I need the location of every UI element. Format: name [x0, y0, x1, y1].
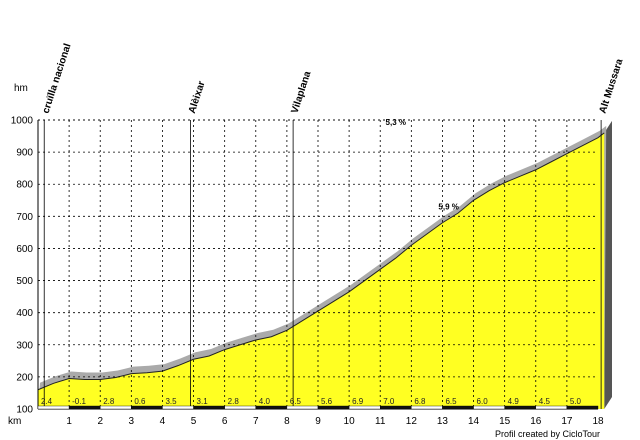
- km-segment-bar: [286, 405, 319, 410]
- km-segment-bar: [504, 405, 536, 410]
- x-tick-label: 15: [499, 416, 511, 427]
- y-tick-label: 600: [16, 244, 33, 255]
- x-tick-label: 2: [97, 416, 103, 427]
- x-tick-label: 10: [344, 416, 356, 427]
- km-segment-bar: [348, 405, 381, 410]
- place-name-label: Alèixar: [187, 80, 208, 115]
- km-gradient-label: 3.5: [165, 397, 177, 406]
- place-name-label: Vilaplana: [290, 70, 314, 115]
- y-unit-label: hm: [14, 83, 28, 94]
- km-gradient-label: 6.5: [445, 397, 457, 406]
- profile-line: [37, 132, 605, 391]
- credit-text: Profil created by CicloTour: [495, 429, 600, 439]
- y-tick-label: 1000: [11, 116, 34, 127]
- y-tick-label: 800: [16, 180, 33, 191]
- place-name-label: cruïlla nacional: [41, 42, 74, 115]
- km-segment-bar: [100, 405, 132, 410]
- x-tick-label: 12: [406, 416, 418, 427]
- km-segment-bar: [68, 405, 101, 410]
- x-tick-label: 8: [284, 416, 290, 427]
- km-gradient-label: 7.0: [383, 397, 395, 406]
- x-tick-label: 18: [592, 416, 604, 427]
- km-gradient-label: 0.6: [134, 397, 146, 406]
- y-tick-label: 900: [16, 148, 33, 159]
- x-tick-label: 7: [253, 416, 259, 427]
- profile-side-wall-face: [604, 120, 612, 409]
- x-tick-label: 4: [160, 416, 166, 427]
- x-tick-label: 6: [222, 416, 228, 427]
- slope-annotation: 5,9 %: [438, 202, 458, 211]
- x-tick-label: 16: [530, 416, 542, 427]
- km-gradient-label: 6.8: [414, 397, 426, 406]
- y-tick-label: 500: [16, 276, 33, 287]
- km-segment-bar: [535, 405, 568, 410]
- km-segment-bar: [131, 405, 163, 410]
- km-gradient-label: 4.9: [508, 397, 520, 406]
- y-tick-label: 700: [16, 212, 33, 223]
- x-tick-label: 13: [437, 416, 449, 427]
- km-gradient-label: -0.1: [72, 397, 86, 406]
- km-gradient-label: 6.0: [477, 397, 489, 406]
- km-segment-bar: [380, 405, 412, 410]
- km-segment-bar: [473, 405, 505, 410]
- x-tick-label: 1: [66, 416, 72, 427]
- km-gradient-label: 2.8: [228, 397, 240, 406]
- km-segment-bar: [162, 405, 194, 410]
- km-segment-bar: [37, 405, 70, 410]
- km-gradient-label: 2.4: [41, 397, 53, 406]
- km-segment-bar: [255, 405, 288, 410]
- km-segment-bar: [442, 405, 474, 410]
- y-tick-label: 100: [16, 405, 33, 416]
- km-segment-bar: [317, 405, 350, 410]
- km-segment-bar: [411, 405, 443, 410]
- slope-annotation: 5,3 %: [386, 118, 406, 127]
- x-tick-label: 11: [375, 416, 386, 427]
- place-name-label: Alt Mussara: [598, 57, 626, 115]
- x-tick-label: 3: [129, 416, 135, 427]
- km-gradient-label: 5.6: [321, 397, 333, 406]
- km-segment-bar: [566, 405, 599, 410]
- km-gradient-label: 3.1: [197, 397, 209, 406]
- km-gradient-label: 4.5: [539, 397, 551, 406]
- km-segment-bar: [224, 405, 256, 410]
- x-tick-label: 9: [315, 416, 321, 427]
- km-gradient-label: 4.0: [259, 397, 271, 406]
- km-gradient-label: 6.9: [352, 397, 364, 406]
- km-segment-bar: [193, 405, 225, 410]
- x-tick-label: 5: [191, 416, 197, 427]
- x-tick-label: 17: [561, 416, 573, 427]
- km-gradient-label: 2.8: [103, 397, 115, 406]
- x-unit-label: km: [8, 416, 21, 427]
- km-gradient-label: 6.5: [290, 397, 302, 406]
- km-gradient-label: 5.0: [570, 397, 582, 406]
- y-tick-label: 300: [16, 340, 33, 351]
- profile-area: [38, 132, 605, 409]
- y-tick-label: 400: [16, 308, 33, 319]
- x-tick-label: 14: [468, 416, 480, 427]
- y-tick-label: 200: [16, 372, 33, 383]
- profile-side-wall: [604, 120, 612, 409]
